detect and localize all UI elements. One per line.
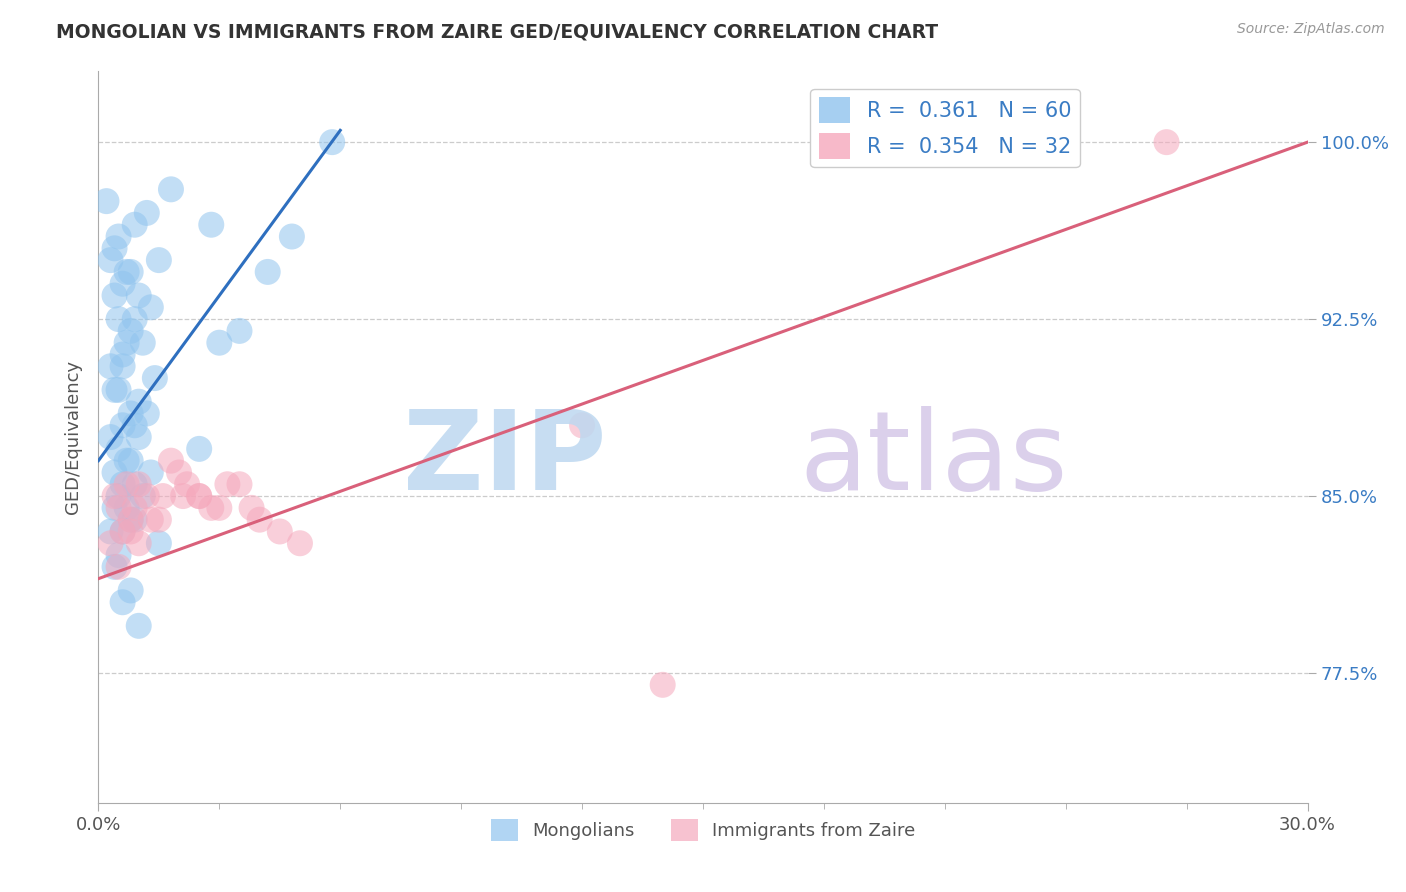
Point bbox=[135, 407, 157, 421]
Point bbox=[651, 678, 673, 692]
Point bbox=[321, 135, 343, 149]
Point bbox=[240, 500, 263, 515]
Point bbox=[100, 536, 122, 550]
Point bbox=[228, 324, 250, 338]
Point bbox=[148, 536, 170, 550]
Point bbox=[120, 324, 142, 338]
Point bbox=[143, 371, 166, 385]
Point bbox=[111, 524, 134, 539]
Point bbox=[107, 442, 129, 456]
Point bbox=[124, 312, 146, 326]
Point bbox=[139, 301, 162, 315]
Point bbox=[1156, 135, 1178, 149]
Point bbox=[120, 524, 142, 539]
Point bbox=[111, 347, 134, 361]
Point bbox=[107, 500, 129, 515]
Point bbox=[100, 430, 122, 444]
Point bbox=[128, 288, 150, 302]
Point bbox=[115, 453, 138, 467]
Point bbox=[124, 418, 146, 433]
Point bbox=[128, 430, 150, 444]
Point bbox=[132, 335, 155, 350]
Point bbox=[128, 477, 150, 491]
Point bbox=[217, 477, 239, 491]
Point bbox=[120, 583, 142, 598]
Point bbox=[135, 206, 157, 220]
Point bbox=[281, 229, 304, 244]
Point bbox=[135, 489, 157, 503]
Point bbox=[103, 559, 125, 574]
Text: atlas: atlas bbox=[800, 406, 1069, 513]
Point bbox=[111, 595, 134, 609]
Point bbox=[120, 513, 142, 527]
Point bbox=[188, 489, 211, 503]
Y-axis label: GED/Equivalency: GED/Equivalency bbox=[63, 360, 82, 514]
Point bbox=[172, 489, 194, 503]
Point bbox=[571, 418, 593, 433]
Point bbox=[208, 335, 231, 350]
Point bbox=[120, 407, 142, 421]
Point bbox=[124, 477, 146, 491]
Point bbox=[160, 182, 183, 196]
Point bbox=[148, 513, 170, 527]
Point bbox=[111, 524, 134, 539]
Point bbox=[107, 229, 129, 244]
Point bbox=[152, 489, 174, 503]
Point bbox=[139, 513, 162, 527]
Point bbox=[128, 394, 150, 409]
Point bbox=[103, 383, 125, 397]
Point bbox=[120, 513, 142, 527]
Point bbox=[107, 548, 129, 562]
Point bbox=[208, 500, 231, 515]
Point bbox=[128, 536, 150, 550]
Point bbox=[107, 383, 129, 397]
Point bbox=[160, 453, 183, 467]
Text: MONGOLIAN VS IMMIGRANTS FROM ZAIRE GED/EQUIVALENCY CORRELATION CHART: MONGOLIAN VS IMMIGRANTS FROM ZAIRE GED/E… bbox=[56, 22, 938, 41]
Point bbox=[111, 277, 134, 291]
Legend: Mongolians, Immigrants from Zaire: Mongolians, Immigrants from Zaire bbox=[484, 812, 922, 848]
Point bbox=[188, 442, 211, 456]
Point bbox=[124, 218, 146, 232]
Point bbox=[111, 418, 134, 433]
Point bbox=[100, 524, 122, 539]
Point bbox=[115, 477, 138, 491]
Point bbox=[188, 489, 211, 503]
Point bbox=[115, 335, 138, 350]
Point bbox=[107, 489, 129, 503]
Point bbox=[111, 359, 134, 374]
Point bbox=[120, 453, 142, 467]
Text: ZIP: ZIP bbox=[404, 406, 606, 513]
Point bbox=[124, 513, 146, 527]
Point bbox=[115, 500, 138, 515]
Point bbox=[111, 477, 134, 491]
Point bbox=[228, 477, 250, 491]
Point bbox=[124, 500, 146, 515]
Point bbox=[132, 489, 155, 503]
Point bbox=[107, 312, 129, 326]
Point bbox=[249, 513, 271, 527]
Point bbox=[103, 288, 125, 302]
Point bbox=[103, 466, 125, 480]
Point bbox=[167, 466, 190, 480]
Point bbox=[256, 265, 278, 279]
Point bbox=[200, 218, 222, 232]
Point bbox=[120, 265, 142, 279]
Point bbox=[103, 500, 125, 515]
Point bbox=[139, 466, 162, 480]
Point bbox=[115, 265, 138, 279]
Point bbox=[176, 477, 198, 491]
Point bbox=[200, 500, 222, 515]
Point bbox=[96, 194, 118, 208]
Point bbox=[100, 253, 122, 268]
Point bbox=[288, 536, 311, 550]
Point bbox=[103, 489, 125, 503]
Point bbox=[107, 559, 129, 574]
Point bbox=[103, 241, 125, 255]
Point bbox=[100, 359, 122, 374]
Point bbox=[148, 253, 170, 268]
Point bbox=[128, 619, 150, 633]
Point bbox=[269, 524, 291, 539]
Text: Source: ZipAtlas.com: Source: ZipAtlas.com bbox=[1237, 22, 1385, 37]
